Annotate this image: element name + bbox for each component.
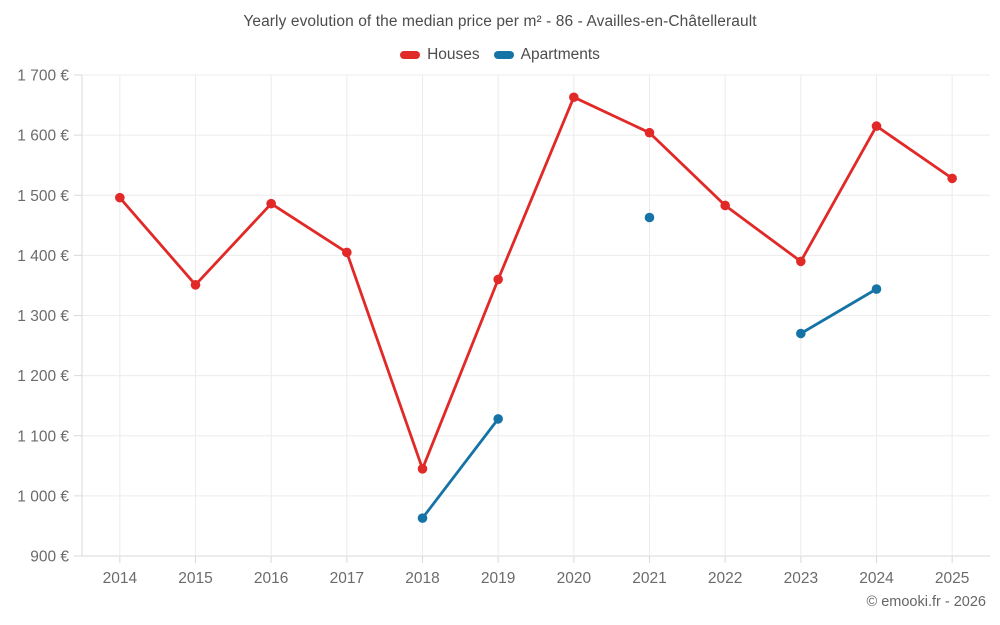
chart-legend: Houses Apartments xyxy=(0,46,1000,64)
data-point-houses-2019[interactable] xyxy=(493,274,503,285)
data-point-houses-2018[interactable] xyxy=(417,464,428,474)
y-axis-label: 1 600 € xyxy=(17,128,69,145)
x-axis-label: 2022 xyxy=(708,570,742,587)
legend-item-houses[interactable]: Houses xyxy=(400,46,480,64)
x-axis-label: 2025 xyxy=(935,570,969,587)
x-axis-label: 2014 xyxy=(103,570,138,587)
x-axis-label: 2016 xyxy=(254,570,288,587)
legend-label-apartments: Apartments xyxy=(520,46,600,63)
y-axis-label: 1 100 € xyxy=(17,428,69,445)
data-point-houses-2017[interactable] xyxy=(342,247,352,258)
y-axis-label: 1 200 € xyxy=(17,368,69,385)
y-axis-label: 1 000 € xyxy=(17,488,69,505)
data-point-houses-2022[interactable] xyxy=(720,200,730,211)
data-point-apartments-2023[interactable] xyxy=(796,328,806,339)
y-axis-label: 1 300 € xyxy=(17,308,69,325)
x-axis-label: 2019 xyxy=(481,570,515,587)
data-point-houses-2020[interactable] xyxy=(569,92,579,103)
data-point-houses-2023[interactable] xyxy=(796,256,806,267)
series-line-apartments xyxy=(421,287,878,520)
data-point-apartments-2021[interactable] xyxy=(644,212,655,223)
chart-title: Yearly evolution of the median price per… xyxy=(243,13,757,30)
data-point-houses-2015[interactable] xyxy=(190,280,201,290)
data-point-houses-2024[interactable] xyxy=(871,121,882,131)
data-point-houses-2014[interactable] xyxy=(115,192,125,203)
data-point-houses-2021[interactable] xyxy=(644,127,655,138)
y-axis-label: 1 400 € xyxy=(17,248,69,265)
x-axis-label: 2024 xyxy=(859,570,894,587)
x-axis-label: 2015 xyxy=(178,570,212,587)
data-point-apartments-2024[interactable] xyxy=(871,284,882,294)
y-axis-label: 1 700 € xyxy=(17,68,69,85)
x-axis-label: 2017 xyxy=(330,570,364,587)
x-axis-label: 2021 xyxy=(632,570,666,587)
x-axis-label: 2018 xyxy=(405,570,439,587)
x-axis-label: 2020 xyxy=(557,570,592,587)
series-line-houses xyxy=(118,95,954,471)
data-point-houses-2016[interactable] xyxy=(266,198,276,209)
data-point-apartments-2018[interactable] xyxy=(417,513,428,523)
x-axis-label: 2023 xyxy=(784,570,818,587)
legend-label-houses: Houses xyxy=(427,46,480,63)
data-point-apartments-2019[interactable] xyxy=(493,414,503,424)
data-point-houses-2025[interactable] xyxy=(947,173,957,184)
copyright-footer: © emooki.fr - 2026 xyxy=(866,594,986,610)
legend-item-apartments[interactable]: Apartments xyxy=(493,46,600,64)
apartments-series-swatch-icon xyxy=(493,51,514,59)
y-axis-label: 1 500 € xyxy=(17,188,69,205)
houses-series-swatch-icon xyxy=(400,51,421,59)
y-axis-label: 900 € xyxy=(30,549,69,566)
